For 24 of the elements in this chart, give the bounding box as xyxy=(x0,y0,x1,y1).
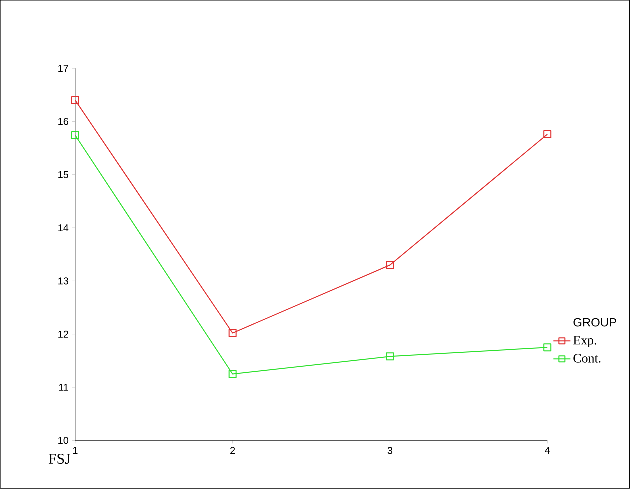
x-tick-label: 4 xyxy=(545,447,550,454)
y-tick-label: 15 xyxy=(58,171,69,178)
y-tick-label: 16 xyxy=(58,118,68,126)
x-tick-label: 2 xyxy=(230,447,236,454)
legend-label: Cont. xyxy=(574,354,601,363)
point xyxy=(228,370,237,378)
y-tick-label: 10 xyxy=(58,437,69,444)
point xyxy=(228,329,237,338)
legend-label: Exp. xyxy=(574,336,596,348)
point xyxy=(544,344,552,352)
y-tick-label: 13 xyxy=(58,278,68,285)
point xyxy=(386,352,394,361)
y-tick-label: 14 xyxy=(58,224,69,232)
x-axis-title: FSJ xyxy=(48,454,71,464)
legend-title: GROUP xyxy=(574,318,616,327)
point xyxy=(71,132,80,140)
point xyxy=(71,96,80,104)
x-tick-label: 1 xyxy=(73,447,78,454)
x-tick-label: 3 xyxy=(388,447,393,454)
y-tick-label: 12 xyxy=(58,330,68,338)
point xyxy=(544,130,552,138)
y-tick-label: 11 xyxy=(59,384,68,391)
point xyxy=(386,261,394,270)
y-tick-label: 17 xyxy=(58,65,68,72)
